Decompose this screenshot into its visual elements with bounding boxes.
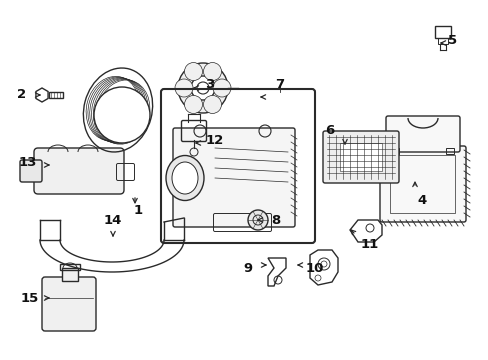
Circle shape xyxy=(203,95,221,113)
Text: 1: 1 xyxy=(133,203,142,216)
Circle shape xyxy=(203,63,221,81)
Text: 13: 13 xyxy=(19,156,37,168)
Bar xyxy=(49,92,63,98)
FancyBboxPatch shape xyxy=(42,277,96,331)
FancyBboxPatch shape xyxy=(323,131,398,183)
FancyBboxPatch shape xyxy=(34,148,124,194)
Text: 5: 5 xyxy=(447,33,457,46)
Text: 2: 2 xyxy=(18,89,26,102)
Bar xyxy=(437,38,447,44)
Text: 7: 7 xyxy=(275,78,284,91)
Text: 3: 3 xyxy=(205,78,214,91)
Ellipse shape xyxy=(165,156,203,201)
Bar xyxy=(62,268,78,281)
FancyBboxPatch shape xyxy=(379,146,465,222)
Circle shape xyxy=(191,76,215,100)
Bar xyxy=(339,143,381,171)
Circle shape xyxy=(178,63,227,113)
Bar xyxy=(445,148,453,154)
FancyBboxPatch shape xyxy=(385,116,459,152)
FancyBboxPatch shape xyxy=(173,128,294,227)
Circle shape xyxy=(184,63,202,81)
FancyBboxPatch shape xyxy=(20,160,42,182)
Circle shape xyxy=(94,87,150,143)
Circle shape xyxy=(184,95,202,113)
Text: 14: 14 xyxy=(103,213,122,226)
Circle shape xyxy=(213,79,230,97)
Bar xyxy=(60,264,80,270)
Bar xyxy=(390,148,398,154)
Text: 4: 4 xyxy=(417,194,426,207)
Text: 11: 11 xyxy=(360,238,378,252)
Bar xyxy=(434,26,450,38)
Circle shape xyxy=(247,210,267,230)
Text: 15: 15 xyxy=(21,292,39,305)
Circle shape xyxy=(175,79,193,97)
Text: 12: 12 xyxy=(205,134,224,147)
Bar xyxy=(389,155,454,213)
Text: 6: 6 xyxy=(325,123,334,136)
Text: 9: 9 xyxy=(243,261,252,274)
Ellipse shape xyxy=(172,162,198,194)
Text: 8: 8 xyxy=(271,213,280,226)
Text: 10: 10 xyxy=(305,261,324,274)
